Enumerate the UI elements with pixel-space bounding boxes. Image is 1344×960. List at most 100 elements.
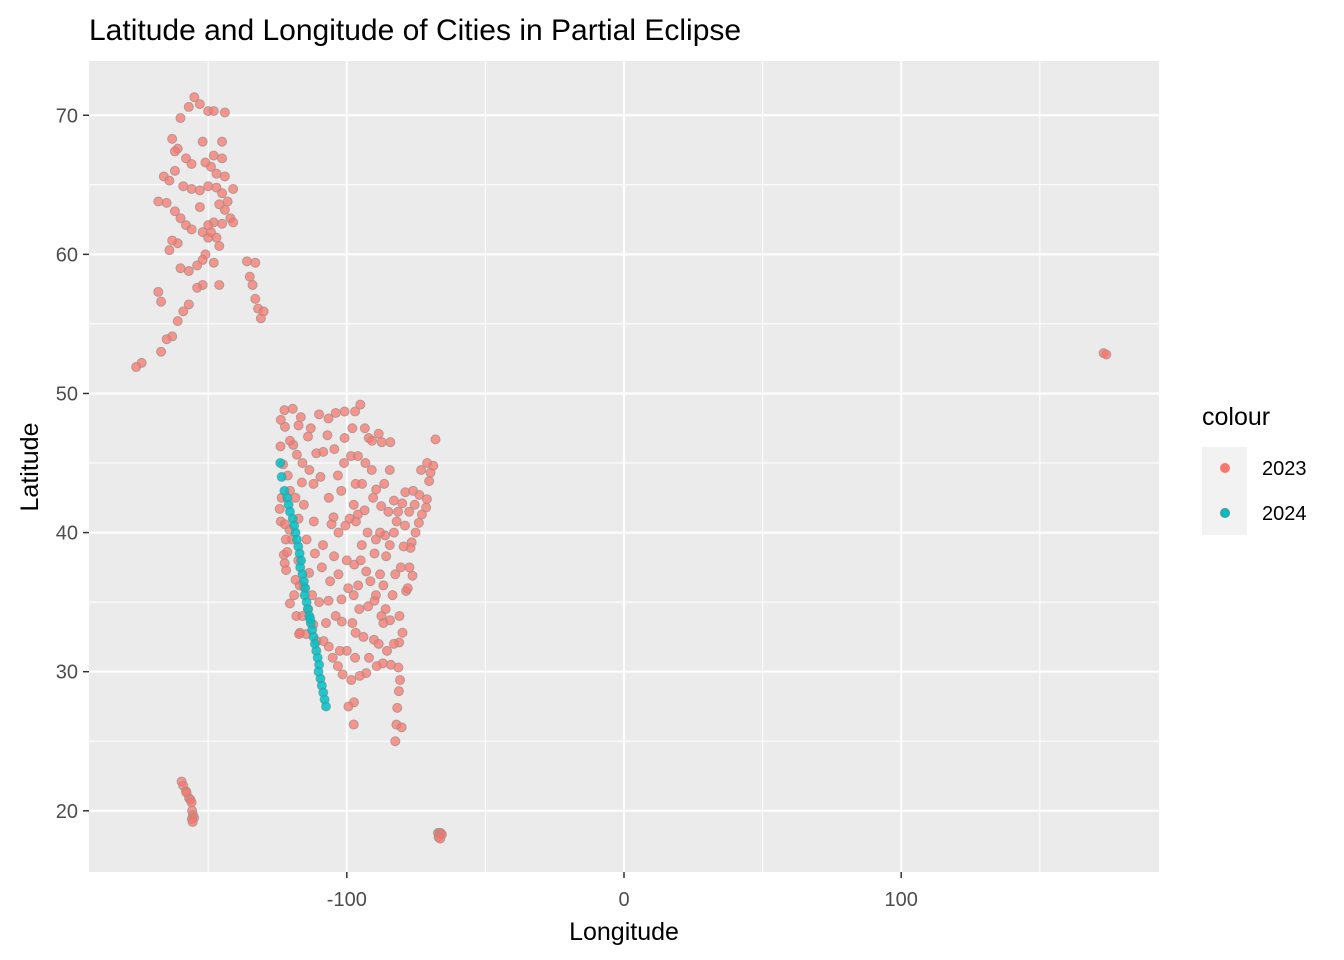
point-2023 bbox=[340, 520, 351, 531]
point-2023 bbox=[214, 199, 225, 210]
point-2023 bbox=[316, 562, 327, 573]
point-2023 bbox=[187, 816, 198, 827]
point-2023 bbox=[315, 471, 326, 482]
point-2023 bbox=[397, 498, 408, 509]
point-2023 bbox=[208, 106, 219, 117]
point-2024 bbox=[276, 471, 287, 482]
point-2023 bbox=[169, 206, 180, 217]
point-2023 bbox=[393, 506, 404, 517]
point-2023 bbox=[275, 441, 286, 452]
point-2023 bbox=[337, 669, 348, 680]
point-2023 bbox=[296, 477, 307, 488]
point-2023 bbox=[384, 540, 395, 551]
point-2023 bbox=[274, 503, 285, 514]
point-2023 bbox=[379, 478, 390, 489]
point-2023 bbox=[410, 527, 421, 538]
point-2023 bbox=[369, 548, 380, 559]
legend-title: colour bbox=[1202, 403, 1270, 431]
point-2023 bbox=[250, 293, 261, 304]
point-2023 bbox=[367, 435, 378, 446]
point-2023 bbox=[318, 446, 329, 457]
point-2023 bbox=[347, 617, 358, 628]
point-2023 bbox=[350, 652, 361, 663]
point-2023 bbox=[323, 595, 334, 606]
point-2023 bbox=[348, 719, 359, 730]
point-2023 bbox=[258, 306, 269, 317]
point-2023 bbox=[214, 241, 225, 252]
point-2023 bbox=[430, 434, 441, 445]
point-2023 bbox=[373, 638, 384, 649]
point-2023 bbox=[211, 232, 222, 243]
point-2023 bbox=[363, 601, 374, 612]
point-2023 bbox=[217, 218, 228, 229]
point-2023 bbox=[295, 412, 306, 423]
point-2023 bbox=[287, 403, 298, 414]
point-2023 bbox=[393, 686, 404, 697]
point-2023 bbox=[314, 597, 325, 608]
point-2023 bbox=[378, 580, 389, 591]
legend-key-2024 bbox=[1220, 508, 1230, 518]
point-2024 bbox=[305, 613, 316, 624]
point-2023 bbox=[385, 437, 396, 448]
point-2023 bbox=[339, 458, 350, 469]
point-2023 bbox=[281, 565, 292, 576]
point-2023 bbox=[169, 146, 180, 157]
point-2023 bbox=[347, 423, 358, 434]
y-tick-label: 70 bbox=[56, 105, 78, 127]
point-2023 bbox=[217, 188, 228, 199]
x-axis-ticks: -100 0 100 bbox=[327, 872, 918, 911]
y-axis-title: Latitude bbox=[16, 423, 44, 512]
point-2023 bbox=[409, 499, 420, 510]
point-2023 bbox=[327, 652, 338, 663]
point-2023 bbox=[388, 495, 399, 506]
point-2023 bbox=[161, 197, 172, 208]
point-2023 bbox=[390, 569, 401, 580]
point-2023 bbox=[192, 282, 203, 293]
point-2023 bbox=[376, 611, 387, 622]
point-2023 bbox=[290, 492, 301, 503]
point-2023 bbox=[330, 407, 341, 418]
point-2023 bbox=[428, 460, 439, 471]
y-tick-label: 50 bbox=[56, 383, 78, 405]
point-2023 bbox=[363, 652, 374, 663]
point-2023 bbox=[169, 165, 180, 176]
point-2023 bbox=[186, 224, 197, 235]
point-2023 bbox=[407, 570, 418, 581]
point-2023 bbox=[385, 659, 396, 670]
point-2023 bbox=[304, 464, 315, 475]
point-2023 bbox=[323, 413, 334, 424]
point-2023 bbox=[282, 547, 293, 558]
point-2023 bbox=[398, 541, 409, 552]
point-2024 bbox=[321, 701, 332, 712]
point-2023 bbox=[383, 506, 394, 517]
point-2023 bbox=[153, 286, 164, 297]
point-2023 bbox=[346, 675, 357, 686]
point-2023 bbox=[395, 675, 406, 686]
point-2023 bbox=[219, 107, 230, 118]
point-2023 bbox=[186, 158, 197, 169]
point-2023 bbox=[402, 583, 413, 594]
point-2023 bbox=[341, 555, 352, 566]
point-2023 bbox=[222, 196, 233, 207]
point-2024 bbox=[295, 562, 306, 573]
point-2023 bbox=[194, 99, 205, 110]
point-2023 bbox=[164, 245, 175, 256]
point-2023 bbox=[336, 485, 347, 496]
point-2023 bbox=[326, 519, 337, 530]
point-2024 bbox=[299, 590, 310, 601]
point-2023 bbox=[172, 316, 183, 327]
point-2023 bbox=[371, 661, 382, 672]
y-axis-ticks: 20 30 40 50 60 70 bbox=[56, 105, 89, 823]
point-2023 bbox=[298, 499, 309, 510]
point-2023 bbox=[368, 492, 379, 503]
x-axis-title: Longitude bbox=[569, 918, 679, 946]
point-2023 bbox=[161, 334, 172, 345]
point-2023 bbox=[175, 113, 186, 124]
point-2023 bbox=[387, 590, 398, 601]
point-2023 bbox=[279, 405, 290, 416]
point-2023 bbox=[291, 449, 302, 460]
y-tick-label: 40 bbox=[56, 523, 78, 545]
point-2023 bbox=[354, 670, 365, 681]
point-2023 bbox=[301, 534, 312, 545]
